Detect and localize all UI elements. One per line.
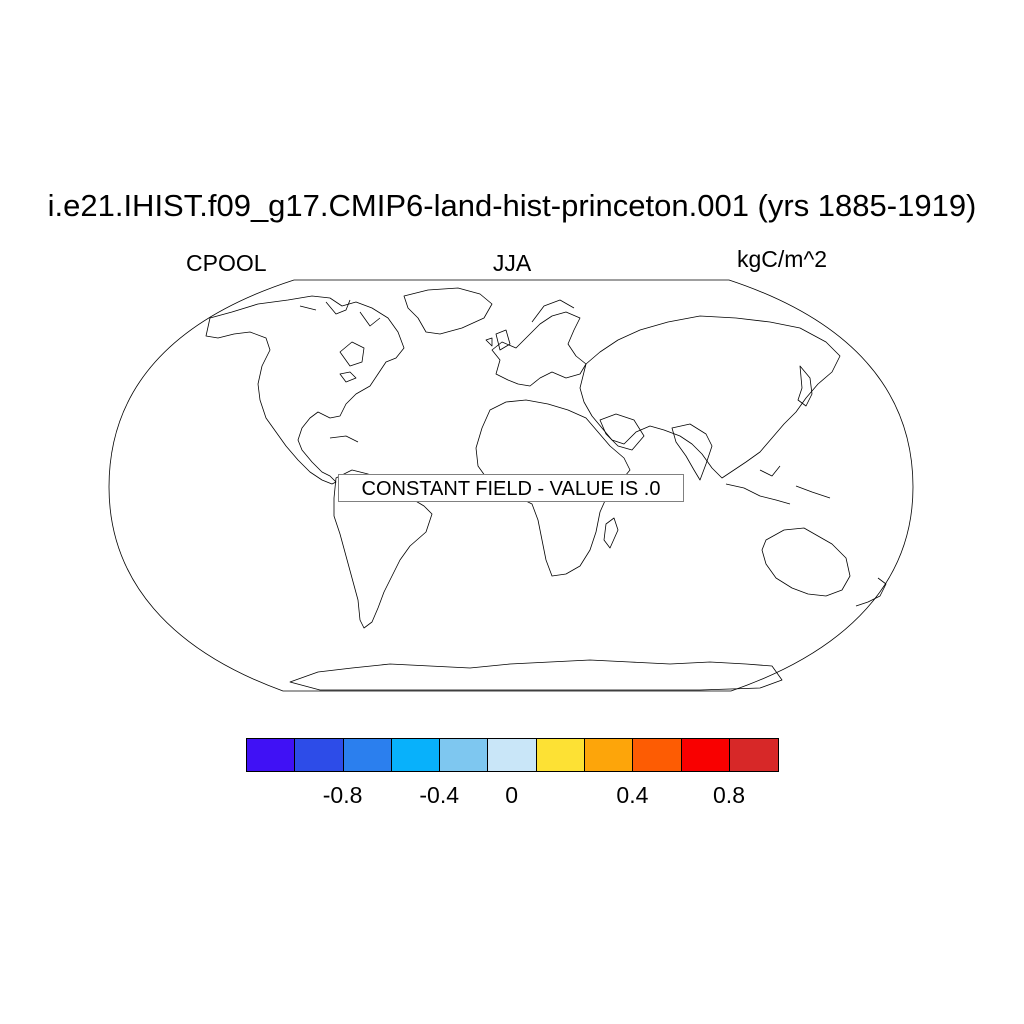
colorbar bbox=[246, 738, 780, 772]
antarctica-coastline bbox=[289, 659, 783, 691]
colorbar-box bbox=[585, 739, 634, 771]
colorbar-tick-label: -0.8 bbox=[322, 782, 363, 808]
colorbar-tick-label: 0.4 bbox=[616, 782, 649, 808]
arabia bbox=[599, 413, 645, 451]
colorbar-box bbox=[247, 739, 296, 771]
british-isles bbox=[485, 329, 511, 351]
india bbox=[671, 423, 713, 481]
japan bbox=[797, 365, 813, 407]
indonesia bbox=[725, 465, 831, 505]
colorbar-box bbox=[440, 739, 489, 771]
colorbar-box bbox=[536, 739, 586, 771]
colorbar-box bbox=[343, 739, 392, 771]
plot-title: i.e21.IHIST.f09_g17.CMIP6-land-hist-prin… bbox=[47, 188, 977, 223]
colorbar-box bbox=[729, 739, 779, 771]
constant-field-notice: CONSTANT FIELD - VALUE IS .0 bbox=[338, 474, 684, 502]
australia-coastline bbox=[761, 527, 851, 597]
scandinavia bbox=[531, 299, 575, 323]
asia-coastline bbox=[579, 315, 841, 479]
colorbar-box bbox=[391, 739, 441, 771]
season-label: JJA bbox=[492, 250, 532, 276]
colorbar-box bbox=[295, 739, 344, 771]
hudson-bay bbox=[339, 341, 365, 367]
colorbar-tick-label: 0 bbox=[505, 782, 519, 808]
greenland-coastline bbox=[403, 287, 493, 335]
colorbar-tick-label: -0.4 bbox=[419, 782, 460, 808]
colorbar-box bbox=[633, 739, 682, 771]
colorbar-box bbox=[488, 739, 537, 771]
variable-label: CPOOL bbox=[186, 250, 267, 276]
great-lakes bbox=[339, 371, 357, 383]
units-label: kgC/m^2 bbox=[737, 246, 828, 272]
north-america-coastline bbox=[205, 295, 405, 485]
arctic-islands bbox=[299, 299, 381, 327]
colorbar-tick-label: 0.8 bbox=[713, 782, 745, 808]
madagascar bbox=[603, 517, 619, 549]
colorbar-box bbox=[681, 739, 730, 771]
new-zealand bbox=[855, 577, 887, 607]
cuba bbox=[329, 435, 359, 443]
